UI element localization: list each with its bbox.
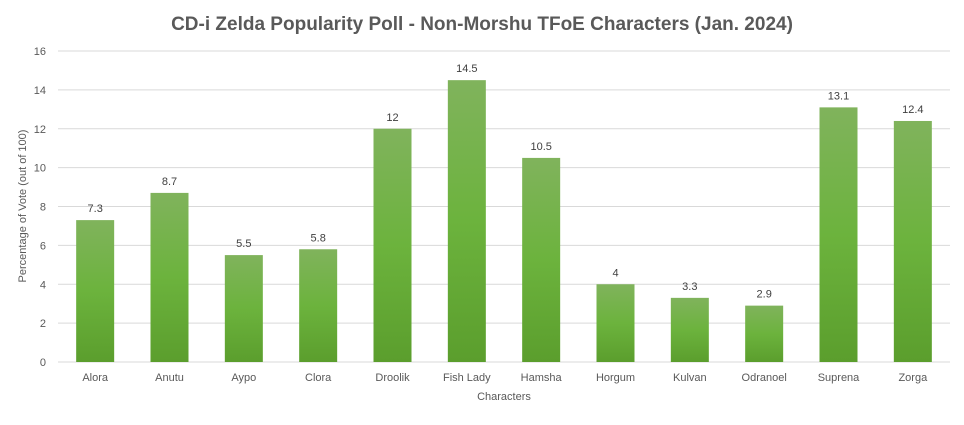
- x-axis-label: Characters: [477, 391, 531, 403]
- y-tick-label: 4: [40, 279, 46, 291]
- x-tick-label: Zorga: [898, 372, 928, 384]
- data-label: 5.5: [236, 238, 251, 250]
- data-label: 3.3: [682, 281, 697, 293]
- data-label: 12: [386, 112, 398, 124]
- data-label: 8.7: [162, 176, 177, 188]
- bar-anutu: [150, 192, 189, 362]
- chart-title: CD-i Zelda Popularity Poll - Non-Morshu …: [171, 14, 793, 35]
- data-label: 14.5: [456, 63, 477, 75]
- x-tick-label: Aypo: [231, 372, 256, 384]
- data-label: 7.3: [88, 203, 103, 215]
- bar-odranoel: [745, 305, 784, 362]
- y-axis-label: Percentage of Vote (out of 100): [17, 130, 29, 283]
- x-tick-label: Odranoel: [742, 372, 787, 384]
- y-tick-label: 14: [34, 85, 46, 97]
- bar-suprena: [819, 107, 858, 363]
- x-tick-label: Clora: [305, 372, 332, 384]
- x-tick-label: Droolik: [375, 372, 410, 384]
- bar-horgum: [596, 284, 635, 362]
- y-tick-label: 0: [40, 357, 46, 369]
- y-tick-label: 10: [34, 163, 46, 175]
- bar-zorga: [893, 120, 932, 362]
- data-label: 2.9: [757, 289, 772, 301]
- y-tick-label: 6: [40, 240, 46, 252]
- x-tick-label: Hamsha: [521, 372, 563, 384]
- data-label: 13.1: [828, 90, 849, 102]
- y-tick-label: 2: [40, 318, 46, 330]
- y-tick-label: 12: [34, 124, 46, 136]
- bar-alora: [76, 220, 115, 362]
- bar-clora: [299, 249, 338, 362]
- bar-aypo: [224, 255, 263, 362]
- x-tick-label: Kulvan: [673, 372, 707, 384]
- data-label: 12.4: [902, 104, 923, 116]
- data-label: 4: [612, 267, 618, 279]
- data-label: 5.8: [311, 232, 326, 244]
- bar-fish-lady: [447, 80, 486, 362]
- x-tick-label: Anutu: [155, 372, 184, 384]
- bar-hamsha: [522, 157, 561, 362]
- bar-kulvan: [670, 297, 709, 362]
- x-tick-label: Suprena: [818, 372, 860, 384]
- bar-droolik: [373, 128, 412, 362]
- x-tick-label: Fish Lady: [443, 372, 491, 384]
- data-label: 10.5: [530, 141, 551, 153]
- y-tick-label: 16: [34, 46, 46, 58]
- y-tick-label: 8: [40, 202, 46, 214]
- x-tick-label: Alora: [82, 372, 109, 384]
- x-tick-label: Horgum: [596, 372, 635, 384]
